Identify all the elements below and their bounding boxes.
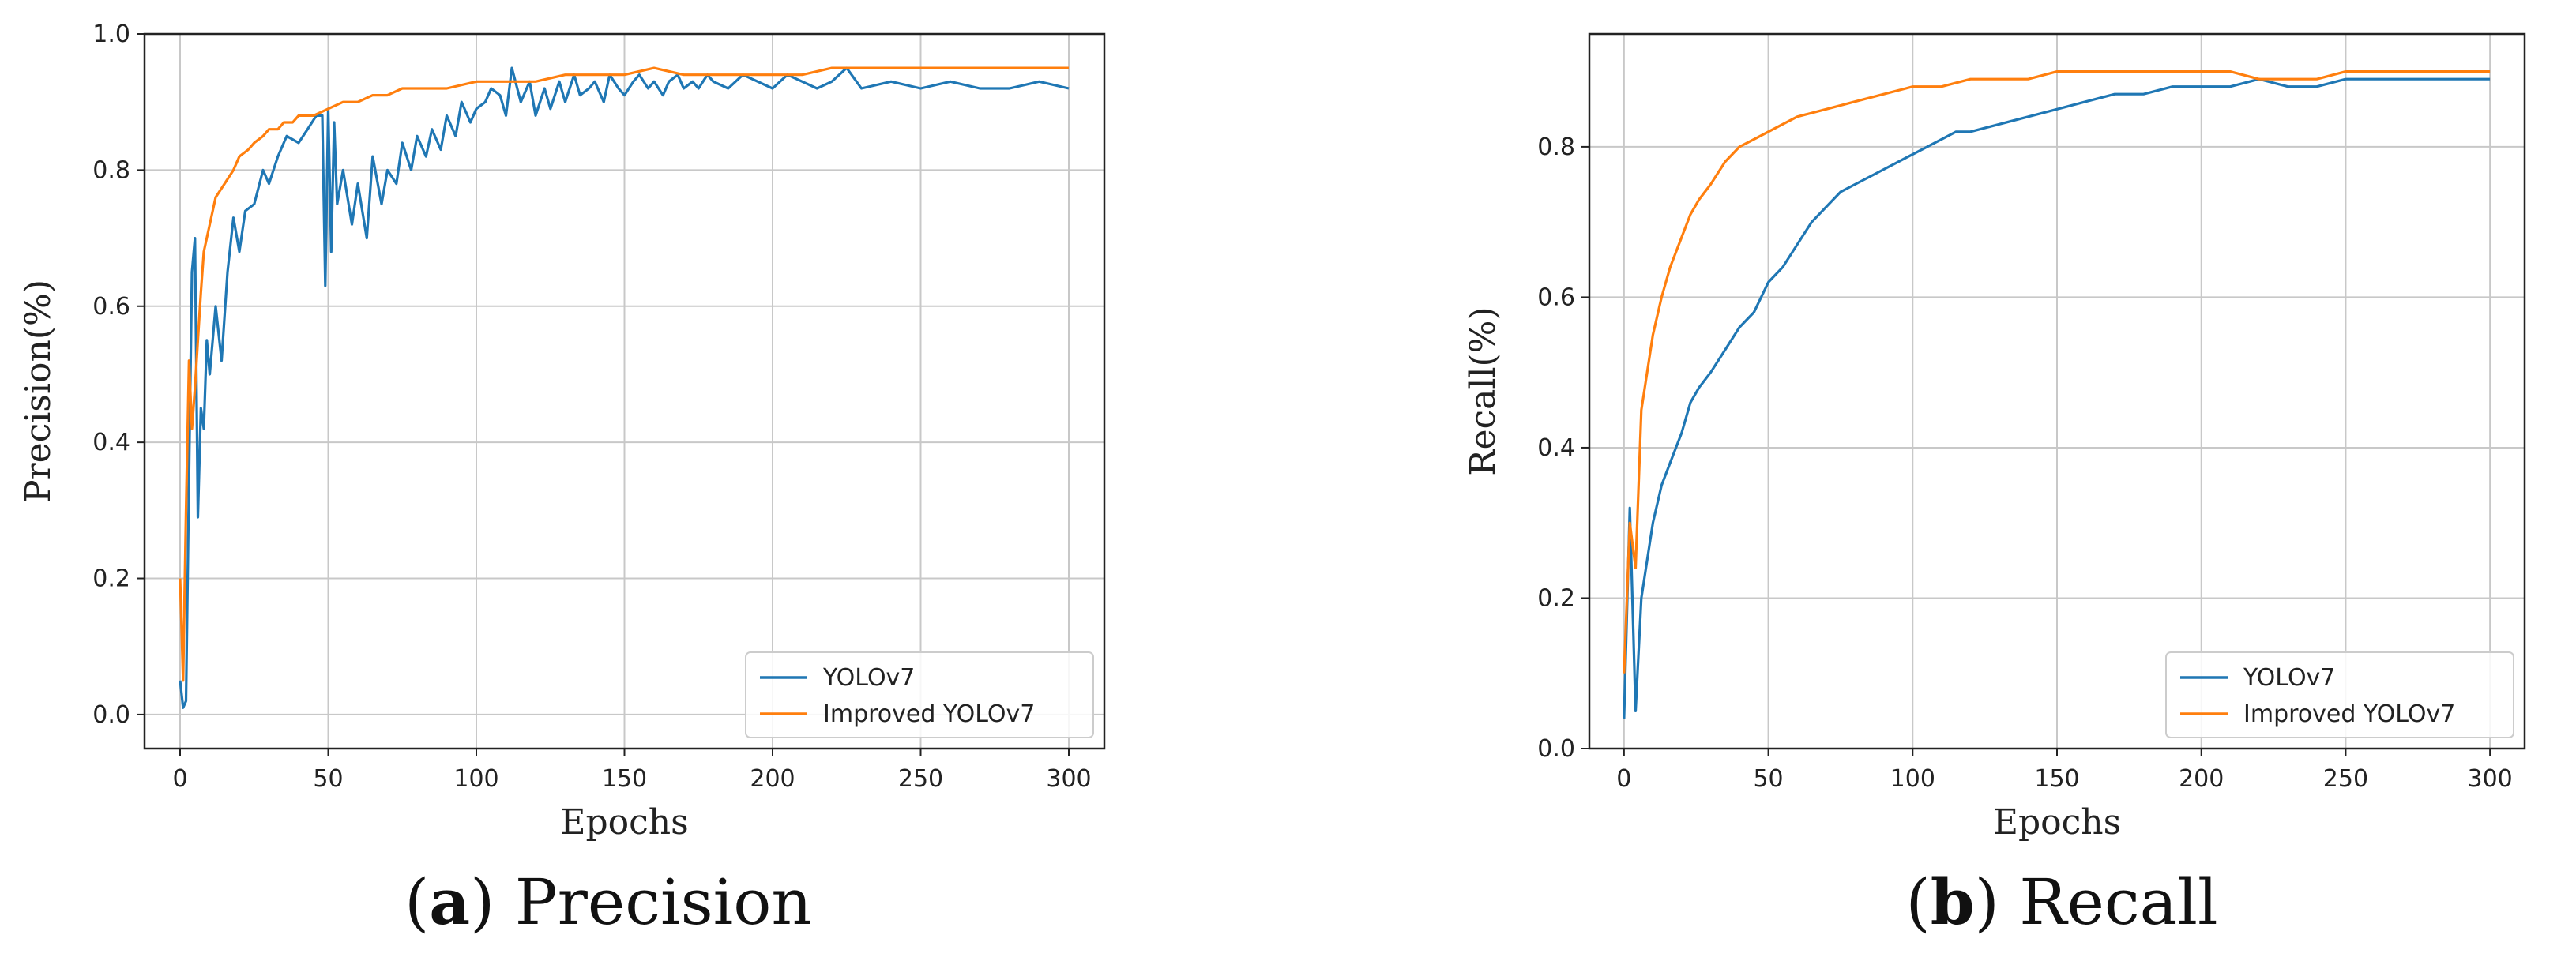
precision-legend-label-yolov7: YOLOv7	[822, 664, 915, 692]
precision-caption-text: Precision	[495, 865, 812, 939]
precision-ticks: 0 50 100 150 200 250 300 0.0 0.2 0.4 0.6 0.8 1.0	[92, 21, 1091, 793]
recall-y-tick-label-0_2: 0.2	[1537, 584, 1575, 612]
recall-caption-text: Recall	[1999, 865, 2218, 939]
recall-legend-box	[2165, 651, 2514, 738]
precision-x-axis-label: Epochs	[560, 802, 688, 843]
precision-grid	[145, 33, 1104, 749]
precision-x-tick-label-100: 100	[453, 765, 498, 793]
recall-legend-label-yolov7: YOLOv7	[2243, 664, 2335, 692]
precision-y-tick-label-0_2: 0.2	[92, 565, 130, 593]
recall-x-tick-label-200: 200	[2179, 765, 2224, 793]
recall-chart: 0 50 100 150 200 250 300 0.0 0.2 0.4 0.6 0.8 Epochs…	[1463, 32, 2526, 939]
precision-series-yolov7	[179, 66, 1070, 709]
precision-x-tick-label-200: 200	[750, 765, 795, 793]
precision-y-tick-label-0_4: 0.4	[92, 429, 130, 456]
precision-x-tick-label-300: 300	[1046, 765, 1091, 793]
precision-y-axis-label: Precision(%)	[18, 280, 58, 503]
recall-x-tick-label-0: 0	[1616, 765, 1631, 793]
recall-y-tick-label-0: 0.0	[1537, 735, 1575, 763]
precision-series-improved-yolov7	[179, 66, 1069, 682]
precision-legend-box	[745, 651, 1094, 738]
precision-series-layer	[179, 66, 1070, 709]
precision-caption-letter: a	[429, 865, 470, 939]
recall-x-tick-label-50: 50	[1753, 765, 1783, 793]
precision-y-tick-label-0_6: 0.6	[92, 293, 130, 321]
precision-x-tick-label-0: 0	[172, 765, 187, 793]
recall-x-tick-label-150: 150	[2034, 765, 2079, 793]
recall-legend: YOLOv7 Improved YOLOv7	[2165, 651, 2514, 738]
recall-series-layer	[1623, 69, 2491, 719]
recall-x-axis-label: Epochs	[1993, 802, 2121, 843]
recall-x-tick-label-250: 250	[2323, 765, 2368, 793]
precision-caption: (a) Precision	[404, 865, 812, 939]
recall-ticks: 0 50 100 150 200 250 300 0.0 0.2 0.4 0.6 0.8	[1537, 133, 2512, 793]
recall-caption-letter: b	[1931, 865, 1975, 939]
recall-y-tick-label-0_4: 0.4	[1537, 434, 1575, 462]
precision-y-tick-label-1: 1.0	[92, 21, 130, 48]
recall-x-tick-label-300: 300	[2468, 765, 2513, 793]
precision-y-tick-label-0_8: 0.8	[92, 156, 130, 184]
recall-x-tick-label-100: 100	[1890, 765, 1935, 793]
precision-x-tick-label-250: 250	[898, 765, 943, 793]
precision-legend: YOLOv7 Improved YOLOv7	[745, 651, 1094, 738]
precision-x-tick-label-50: 50	[313, 765, 343, 793]
recall-legend-label-improved-yolov7: Improved YOLOv7	[2243, 700, 2455, 728]
precision-x-tick-label-150: 150	[602, 765, 647, 793]
precision-legend-label-improved-yolov7: Improved YOLOv7	[823, 700, 1035, 728]
precision-y-tick-label-0: 0.0	[92, 701, 130, 729]
recall-caption: (b) Recall	[1905, 865, 2217, 939]
recall-y-axis-label: Recall(%)	[1463, 306, 1503, 475]
recall-y-tick-label-0_8: 0.8	[1537, 133, 1575, 161]
recall-series-improved-yolov7	[1623, 69, 2491, 674]
precision-chart: 0 50 100 150 200 250 300 0.0 0.2 0.4 0.6 0.8 1.0 Epo…	[18, 21, 1106, 939]
recall-y-tick-label-0_6: 0.6	[1537, 283, 1575, 311]
